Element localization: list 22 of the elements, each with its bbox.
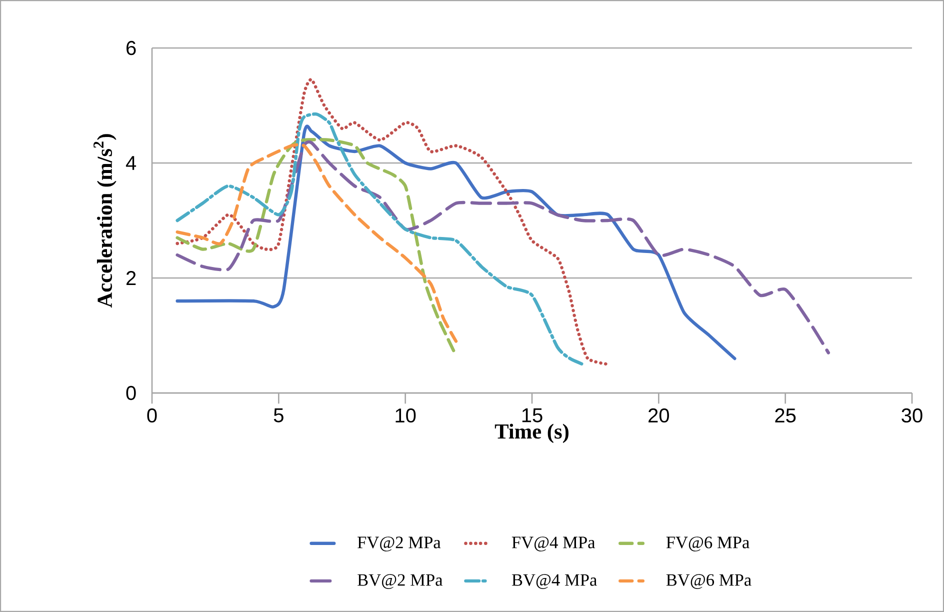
x-tick-label: 30 — [902, 408, 922, 423]
x-axis-title: Time (s) — [494, 424, 568, 444]
legend-label: BV@6 MPa — [666, 574, 752, 589]
x-tick-label: 10 — [396, 408, 416, 423]
x-tick-label: 5 — [274, 408, 284, 422]
legend-label: FV@4 MPa — [512, 536, 596, 552]
legend-label: FV@2 MPa — [358, 536, 441, 552]
x-tick-label: 0 — [147, 408, 157, 423]
y-axis-title: Acceleration (m/s$^{2}$) — [94, 134, 116, 308]
legend-label: BV@2 MPa — [358, 574, 443, 589]
line-series — [176, 112, 584, 366]
y-tick-label: 4 — [126, 156, 136, 170]
legend-label: BV@4 MPa — [512, 574, 597, 589]
x-tick-label: 20 — [648, 408, 669, 423]
x-tick-label: 25 — [775, 408, 796, 423]
x-tick-label: 15 — [522, 408, 542, 422]
line-series — [176, 78, 610, 366]
legend-label: FV@6 MPa — [666, 536, 750, 552]
y-tick-label: 2 — [126, 271, 136, 285]
y-tick-label: 6 — [126, 40, 136, 56]
line-series — [176, 141, 830, 354]
y-tick-label: 0 — [126, 386, 136, 400]
